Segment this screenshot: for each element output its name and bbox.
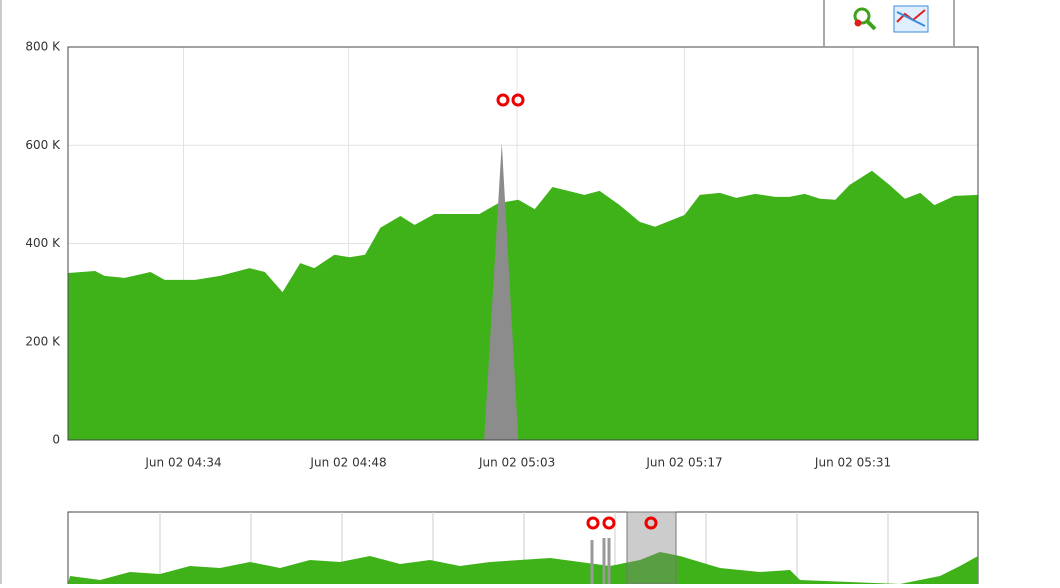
area: [484, 142, 519, 440]
y-tick-label: 600 K: [25, 138, 61, 152]
plot-area: 0 200 K 400 K 600 K 800 K Jun 02 04:34 Jun 02 …: [25, 40, 978, 470]
event-markers: [496, 93, 525, 107]
event-marker[interactable]: [496, 93, 510, 107]
x-tick-label: Jun 02 05:03: [478, 456, 555, 470]
zoom-button[interactable]: [853, 7, 877, 31]
x-tick-label: Jun 02 05:17: [645, 456, 722, 470]
toolbar: [823, 0, 955, 46]
x-tick-label: Jun 02 04:34: [144, 456, 221, 470]
plot-border: [67, 46, 979, 441]
x-tick-label: Jun 02 05:31: [814, 456, 891, 470]
chart-options-button[interactable]: [893, 5, 929, 33]
y-tick-label: 400 K: [25, 236, 61, 250]
y-tick-label: 200 K: [25, 334, 61, 348]
event-marker[interactable]: [511, 93, 525, 107]
y-tick-label: 0: [52, 433, 60, 447]
x-tick-label: Jun 02 04:48: [309, 456, 386, 470]
y-tick-label: 800 K: [25, 40, 61, 54]
area: [68, 170, 978, 441]
navigator: [67, 511, 979, 588]
navigator-window[interactable]: [626, 511, 677, 585]
